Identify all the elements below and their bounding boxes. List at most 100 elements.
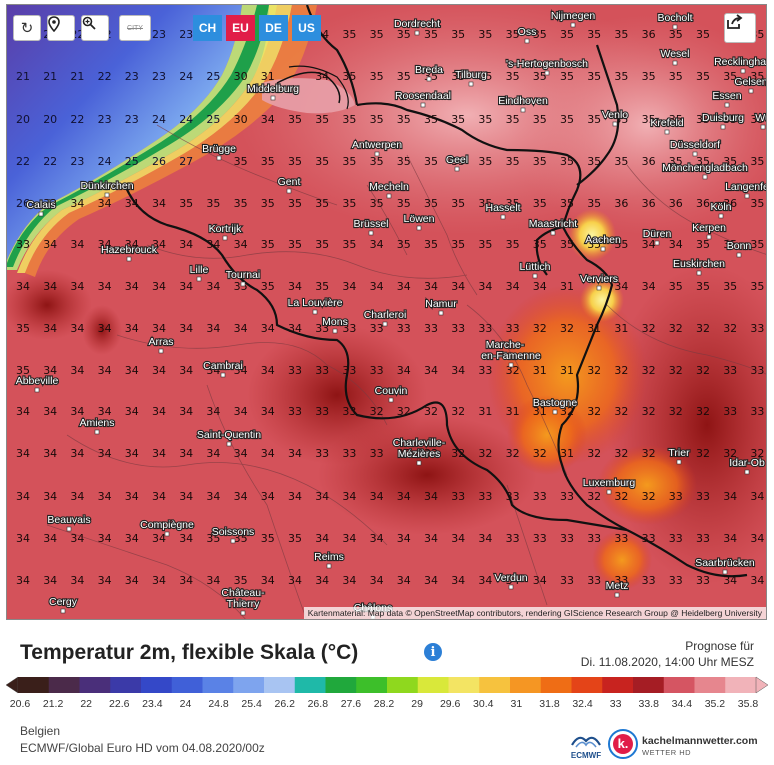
city-label[interactable]: Soissons: [211, 525, 255, 544]
city-label[interactable]: Venlo: [601, 108, 629, 127]
city-name: Venlo: [602, 109, 628, 121]
city-label[interactable]: Kerpen: [691, 221, 727, 240]
city-label[interactable]: Saarbrücken: [694, 556, 756, 575]
city-label[interactable]: Bocholt: [656, 11, 694, 30]
temperature-value: 35: [370, 70, 384, 83]
city-name: Lüttich: [520, 261, 551, 273]
city-label[interactable]: Tilburg: [454, 68, 488, 87]
city-label[interactable]: Krefeld: [649, 116, 685, 135]
city-label[interactable]: Abbeville: [15, 374, 60, 393]
city-label[interactable]: Antwerpen: [351, 138, 403, 157]
city-marker: [524, 38, 530, 44]
city-label[interactable]: Calais: [25, 198, 57, 217]
city-label[interactable]: Couvin: [374, 384, 409, 403]
city-label[interactable]: Marche-: [485, 338, 526, 357]
ecmwf-logo: ECMWF: [571, 736, 601, 760]
city-label[interactable]: Eindhoven: [497, 94, 549, 113]
city-label[interactable]: Nijmegen: [550, 9, 596, 28]
info-icon[interactable]: i: [424, 643, 442, 661]
city-label[interactable]: Mézières: [397, 447, 441, 466]
city-label[interactable]: Brügge: [201, 142, 237, 161]
temperature-value: 35: [614, 28, 628, 41]
city-label[interactable]: Recklinghau: [713, 55, 767, 74]
temperature-value: 34: [16, 447, 30, 460]
city-label[interactable]: Cergy: [48, 595, 79, 614]
city-label[interactable]: Metz: [605, 579, 629, 598]
city-label[interactable]: Kortrijk: [208, 222, 243, 241]
city-label[interactable]: La Louvière: [286, 296, 344, 315]
temperature-value: 32: [533, 322, 547, 335]
city-label[interactable]: Mönchengladbach: [661, 161, 749, 180]
city-label[interactable]: Namur: [424, 297, 458, 316]
city-label[interactable]: Mons: [321, 315, 349, 334]
city-label[interactable]: Idar-Ob: [728, 456, 766, 475]
city-label[interactable]: Château-: [220, 586, 266, 605]
city-label[interactable]: Hazebrouck: [100, 243, 159, 262]
city-marker: [226, 441, 232, 447]
city-label[interactable]: Beauvais: [46, 513, 92, 532]
city-label[interactable]: Cambrai: [202, 359, 244, 378]
city-label[interactable]: 's-Hertogenbosch: [505, 57, 589, 76]
city-label[interactable]: Arras: [147, 335, 175, 354]
city-label[interactable]: Bonn: [726, 239, 753, 258]
city-label[interactable]: Lüttich: [518, 260, 552, 279]
coast-band-orange: [25, 5, 317, 277]
region-button-ch[interactable]: CH: [193, 15, 222, 41]
city-label[interactable]: Verdun: [493, 571, 529, 590]
city-label[interactable]: en-Famenne: [480, 349, 542, 368]
city-label[interactable]: Trier: [667, 446, 691, 465]
city-label[interactable]: Gent: [277, 175, 302, 194]
zoom-button[interactable]: [81, 15, 109, 41]
city-label[interactable]: Charleroi: [363, 308, 407, 327]
region-button-de[interactable]: DE: [259, 15, 288, 41]
city-label[interactable]: Brüssel: [352, 217, 390, 236]
reload-button[interactable]: ↻: [13, 15, 41, 41]
city-label[interactable]: Compiègne: [139, 518, 195, 537]
city-label[interactable]: Reims: [313, 550, 345, 569]
city-label[interactable]: Saint-Quentin: [196, 428, 262, 447]
city-label[interactable]: Geel: [445, 153, 469, 172]
temperature-value: 33: [587, 574, 601, 587]
city-label[interactable]: Oss: [517, 25, 537, 44]
city-label[interactable]: Charleville-: [392, 436, 447, 455]
city-label[interactable]: Langenfe: [724, 180, 767, 199]
city-label[interactable]: Köln: [709, 200, 733, 219]
temperature-value: 34: [750, 490, 764, 503]
city-label[interactable]: Tournai: [225, 268, 261, 287]
city-label[interactable]: Duisburg: [701, 111, 745, 130]
city-label[interactable]: Düsseldorf: [669, 138, 721, 157]
city-label[interactable]: Aachen: [584, 233, 622, 252]
city-label[interactable]: Löwen: [402, 212, 436, 231]
city-label[interactable]: Euskirchen: [672, 257, 726, 276]
temperature-value: 34: [234, 490, 248, 503]
city-label[interactable]: Wesel: [659, 47, 691, 66]
share-button[interactable]: [724, 13, 756, 43]
model-info: ECMWF/Global Euro HD vom 04.08.2020/00z: [20, 741, 265, 755]
city-label[interactable]: Gelsen: [733, 75, 767, 94]
city-label[interactable]: Middelburg: [246, 82, 300, 101]
city-label[interactable]: Verviers: [579, 272, 619, 291]
city-label[interactable]: Mecheln: [368, 180, 410, 199]
temperature-value: 32: [614, 364, 628, 377]
city-label[interactable]: Essen: [711, 89, 743, 108]
region-button-us[interactable]: US: [292, 15, 321, 41]
city-label[interactable]: Thierry: [226, 597, 261, 616]
city-label[interactable]: Dordrecht: [393, 17, 441, 36]
locate-button[interactable]: [47, 15, 75, 41]
city-label[interactable]: Luxemburg: [582, 476, 637, 495]
region-button-eu[interactable]: EU: [226, 15, 255, 41]
city-label[interactable]: Roosendaal: [394, 89, 452, 108]
city-label[interactable]: Hasselt: [484, 201, 522, 220]
city-label[interactable]: Wu: [754, 111, 767, 130]
city-toggle-button[interactable]: CITY: [119, 15, 151, 41]
temperature-value: 34: [478, 532, 492, 545]
city-label[interactable]: Maastricht: [528, 217, 578, 236]
temperature-value: 35: [179, 197, 193, 210]
city-label[interactable]: Bastogne: [532, 396, 578, 415]
city-label[interactable]: Dünkirchen: [79, 179, 135, 198]
city-label[interactable]: Lille: [189, 263, 210, 282]
city-label[interactable]: Amiens: [78, 416, 116, 435]
city-label[interactable]: Düren: [642, 227, 673, 246]
city-label[interactable]: Breda: [414, 63, 444, 82]
temperature-map[interactable]: 21 21 22 22 22 23 23 24 25 34 35 35 35 35 35 35 35 35 35 35…: [6, 4, 767, 620]
